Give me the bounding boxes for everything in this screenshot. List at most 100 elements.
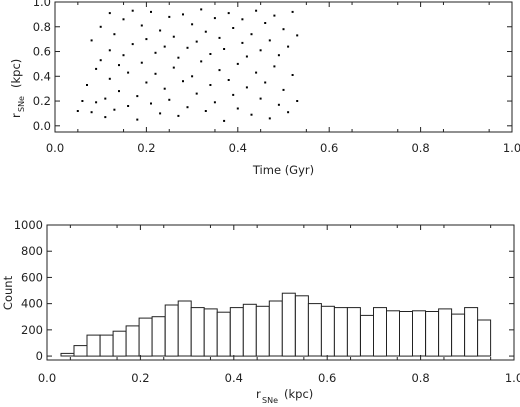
histogram-bar bbox=[99, 334, 114, 357]
scatter-point bbox=[150, 10, 152, 13]
scatter-point bbox=[90, 39, 93, 42]
y-tick-label: 0.6 bbox=[33, 45, 51, 59]
histogram-bars bbox=[60, 292, 492, 357]
scatter-point bbox=[245, 55, 248, 58]
scatter-point bbox=[250, 113, 253, 116]
x-tick-label: 0.2 bbox=[137, 141, 155, 155]
histogram-bar bbox=[151, 316, 166, 357]
scatter-point bbox=[118, 90, 120, 93]
y-tick-label: 400 bbox=[21, 297, 43, 311]
scatter-plot-frame bbox=[54, 1, 513, 133]
scatter-point bbox=[108, 49, 111, 52]
scatter-point bbox=[241, 18, 244, 21]
scatter-point bbox=[159, 29, 162, 32]
histogram-bar bbox=[216, 311, 231, 357]
scatter-point bbox=[232, 27, 235, 29]
scatter-axis-ticks: 0.0 0.2 0.4 0.6 0.8 1.0 0.0 0.2 0.4 0.6 0.8 1.0 bbox=[33, 0, 520, 155]
scatter-point bbox=[209, 53, 212, 55]
scatter-point bbox=[76, 110, 79, 112]
scatter-point bbox=[140, 61, 143, 64]
scatter-point bbox=[227, 79, 230, 81]
y-tick-label: 0.2 bbox=[33, 94, 51, 108]
histogram-bar bbox=[255, 305, 270, 357]
histogram-x-label-sub: SNe bbox=[262, 396, 278, 405]
y-tick-label: 1.0 bbox=[33, 0, 51, 9]
scatter-point bbox=[104, 97, 107, 100]
scatter-point bbox=[268, 39, 271, 42]
x-tick-label: 0.4 bbox=[229, 141, 247, 155]
scatter-point bbox=[255, 9, 258, 12]
scatter-point bbox=[182, 80, 184, 83]
scatter-point bbox=[99, 59, 102, 62]
x-tick-label: 0.8 bbox=[411, 371, 429, 385]
x-tick-label: 1.0 bbox=[505, 371, 520, 385]
scatter-point bbox=[113, 108, 116, 111]
histogram-bar bbox=[125, 325, 140, 357]
scatter-point bbox=[236, 107, 239, 110]
scatter-point bbox=[296, 34, 299, 37]
scatter-point bbox=[118, 64, 120, 67]
scatter-y-label-main: r bbox=[9, 113, 23, 118]
scatter-point bbox=[95, 67, 98, 70]
scatter-point bbox=[195, 92, 198, 95]
scatter-point bbox=[241, 41, 244, 44]
scatter-point bbox=[159, 112, 162, 115]
scatter-point bbox=[99, 25, 102, 28]
histogram-bar bbox=[438, 308, 453, 357]
scatter-point bbox=[195, 40, 198, 43]
scatter-point bbox=[287, 45, 290, 48]
scatter-point bbox=[177, 56, 180, 59]
y-tick-label: 200 bbox=[21, 323, 43, 337]
scatter-point bbox=[296, 100, 299, 102]
histogram-bar bbox=[373, 307, 387, 357]
scatter-point bbox=[145, 81, 148, 84]
scatter-point bbox=[131, 43, 134, 46]
scatter-point bbox=[223, 48, 226, 50]
x-tick-label: 0.6 bbox=[320, 141, 338, 155]
histogram-bar bbox=[242, 303, 257, 357]
scatter-point bbox=[154, 51, 157, 54]
y-tick-label: 0 bbox=[36, 349, 43, 363]
scatter-point bbox=[136, 118, 139, 121]
scatter-point bbox=[245, 86, 248, 89]
scatter-point bbox=[81, 100, 84, 102]
histogram-bar bbox=[164, 304, 179, 357]
scatter-point bbox=[131, 9, 134, 12]
scatter-point bbox=[223, 119, 226, 122]
scatter-point bbox=[282, 88, 285, 91]
scatter-point bbox=[168, 15, 171, 18]
scatter-point bbox=[145, 38, 148, 41]
x-tick-label: 0.6 bbox=[318, 371, 336, 385]
scatter-point bbox=[287, 111, 290, 114]
scatter-point bbox=[264, 81, 267, 84]
scatter-point bbox=[204, 30, 207, 33]
scatter-point bbox=[95, 101, 98, 104]
histogram-panel: 0.0 0.2 0.4 0.6 0.8 1.0 0 200 400 600 800 1000 Coun… bbox=[1, 218, 520, 405]
scatter-point bbox=[127, 105, 130, 107]
y-tick-label: 1000 bbox=[14, 218, 43, 232]
histogram-bar bbox=[464, 307, 479, 357]
scatter-point bbox=[264, 22, 267, 24]
scatter-point bbox=[209, 84, 212, 86]
scatter-point bbox=[277, 103, 280, 106]
scatter-point bbox=[163, 87, 166, 90]
scatter-point bbox=[213, 101, 216, 104]
scatter-point bbox=[104, 116, 107, 119]
scatter-point bbox=[282, 28, 285, 31]
histogram-bar bbox=[425, 311, 440, 357]
scatter-point bbox=[204, 110, 207, 112]
histogram-bar bbox=[360, 314, 374, 357]
scatter-y-label-sub: SNe bbox=[17, 96, 26, 112]
histogram-bar bbox=[60, 352, 75, 357]
scatter-point bbox=[236, 62, 239, 65]
scatter-point bbox=[136, 95, 139, 98]
scatter-point bbox=[172, 66, 175, 69]
histogram-y-axis-label: Count bbox=[1, 275, 15, 310]
scatter-point bbox=[273, 65, 276, 68]
scatter-point bbox=[191, 75, 194, 78]
scatter-point bbox=[268, 117, 271, 120]
scatter-y-label-unit: (kpc) bbox=[9, 59, 23, 88]
scatter-point bbox=[127, 71, 130, 74]
scatter-point bbox=[172, 35, 175, 38]
